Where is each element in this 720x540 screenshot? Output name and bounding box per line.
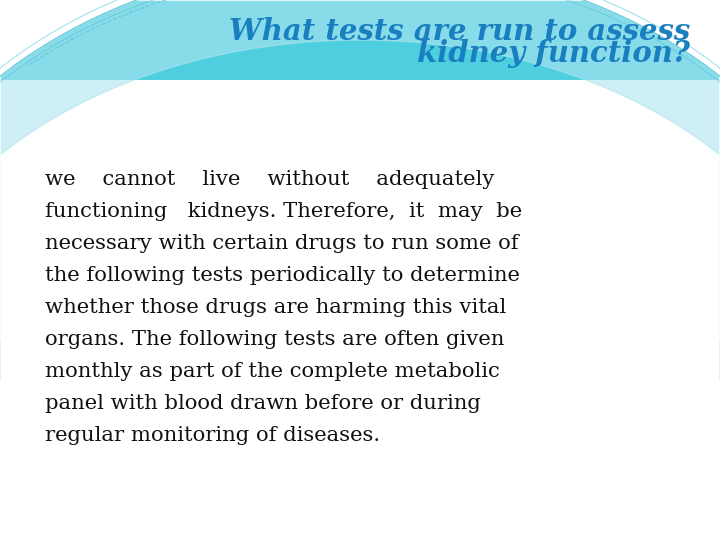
- Text: necessary with certain drugs to run some of: necessary with certain drugs to run some…: [45, 234, 518, 253]
- Bar: [0, 0, 720, 80]
- Text: organs. The following tests are often given: organs. The following tests are often gi…: [45, 330, 505, 349]
- Text: we    cannot    live    without    adequately: we cannot live without adequately: [45, 170, 495, 189]
- Text: whether those drugs are harming this vital: whether those drugs are harming this vit…: [45, 298, 506, 317]
- Text: the following tests periodically to determine: the following tests periodically to dete…: [45, 266, 520, 285]
- Text: regular monitoring of diseases.: regular monitoring of diseases.: [45, 426, 380, 445]
- Polygon shape: [0, 0, 720, 340]
- Text: kidney function?: kidney function?: [417, 38, 690, 68]
- Text: monthly as part of the complete metabolic: monthly as part of the complete metaboli…: [45, 362, 500, 381]
- Polygon shape: [0, 0, 720, 380]
- Text: functioning   kidneys. Therefore,  it  may  be: functioning kidneys. Therefore, it may b…: [45, 202, 522, 221]
- Text: panel with blood drawn before or during: panel with blood drawn before or during: [45, 394, 481, 413]
- Text: What tests are run to assess: What tests are run to assess: [229, 17, 690, 46]
